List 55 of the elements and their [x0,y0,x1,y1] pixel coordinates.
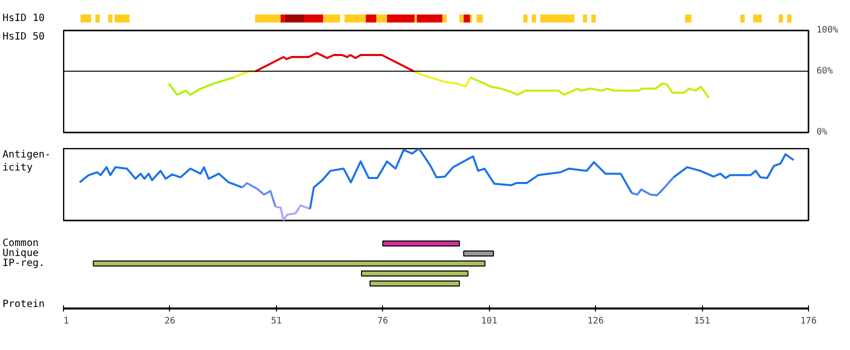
bar [366,14,376,22]
bar [387,14,415,22]
bar [442,14,447,22]
bar [778,14,783,22]
y-tick-label: IP-reg. [2,258,45,269]
y-tick-label: 0% [816,128,828,138]
bar [323,14,340,22]
y-tick-label: 100% [816,26,839,36]
bar [476,14,483,22]
bar [685,14,692,22]
x-tick-label: 26 [164,316,176,326]
bar [582,14,588,22]
bar [376,14,388,22]
bar [591,14,596,22]
line-series [412,70,472,88]
bar [740,14,745,22]
bar [344,14,366,22]
bar [459,14,464,22]
bar [80,14,92,22]
bar [95,14,100,22]
y-axis-title: HsID 50 [2,32,45,42]
y-tick-label: HsID 10 [2,13,45,24]
x-tick-label: 176 [800,316,817,326]
bar [255,14,281,22]
y-tick-label: Common [2,238,39,249]
y-tick-label: 60% [816,66,834,76]
x-tick-label: 1 [64,316,69,326]
x-tick-label: 76 [377,316,388,326]
x-tick-label: 51 [270,316,282,326]
y-axis-title: Antigen- icity [2,150,51,174]
x-tick-label: 101 [481,316,498,326]
line-series [254,52,415,72]
x-tick-label: 151 [694,316,710,326]
bar [787,14,792,22]
bar [523,14,528,22]
line-series [168,76,235,96]
bar [540,14,574,22]
bar [361,270,468,276]
x-tick-label: 126 [588,316,604,326]
line-series [469,76,710,99]
bar [92,260,486,266]
bar [304,14,324,22]
y-tick-label: Unique [2,248,39,259]
bar [532,14,536,22]
bar [382,240,460,246]
bar [114,14,130,22]
bar [370,280,460,286]
bar [753,14,762,22]
bar [108,14,112,22]
bar [280,14,285,22]
x-axis-title: Protein [2,299,45,310]
bar [464,14,470,22]
bar [284,14,304,22]
bar [463,250,494,256]
bar [416,14,442,22]
